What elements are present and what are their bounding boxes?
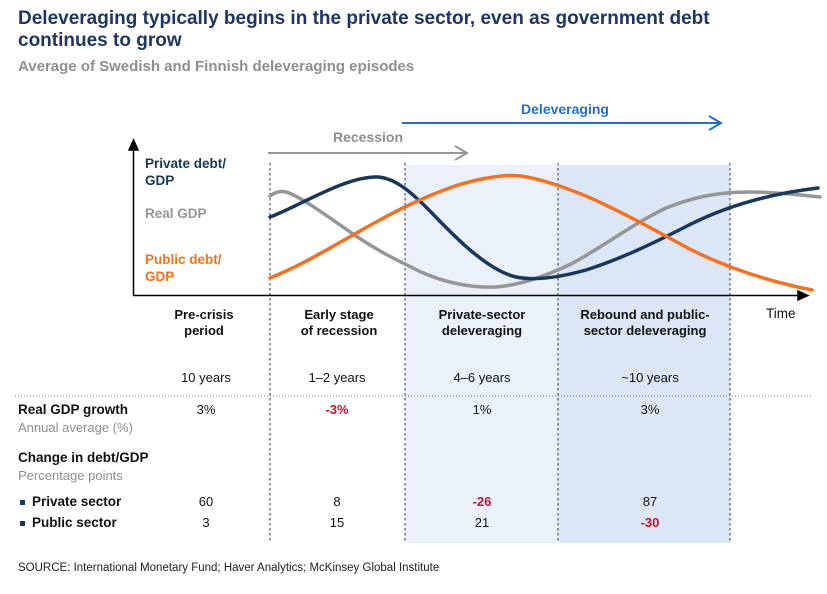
phase-label-rebound-deleveraging: Rebound and public- sector deleveraging [580, 307, 710, 338]
row-label-private-sector: Private sector [32, 494, 122, 509]
public-sector-bullet-icon [20, 521, 25, 526]
row-label-public-sector: Public sector [32, 515, 117, 530]
legend-private-debt-gdp: Private debt/ GDP [145, 156, 227, 188]
legend-public-debt-gdp: Public debt/ GDP [145, 252, 222, 284]
legend-real-gdp: Real GDP [145, 206, 207, 221]
gdp-growth-rebound: 3% [640, 402, 660, 417]
shade-private-deleveraging [405, 165, 558, 543]
source-line: SOURCE: International Monetary Fund; Hav… [18, 562, 440, 574]
time-axis-label: Time [766, 306, 796, 321]
row-label-real-gdp-growth: Real GDP growth [18, 402, 129, 417]
duration-rebound: ~10 years [621, 370, 679, 385]
duration-pre-crisis: 10 years [181, 370, 231, 385]
row-label-change-debt-gdp: Change in debt/GDP [18, 450, 149, 465]
page-subtitle: Average of Swedish and Finnish deleverag… [18, 58, 415, 75]
curve-private-debt [268, 175, 820, 281]
gdp-growth-pre-crisis: 3% [196, 402, 216, 417]
row-sublabel-annual-average: Annual average (%) [18, 420, 133, 435]
deleveraging-arrow-label: Deleveraging [521, 101, 609, 117]
deleveraging-arrow [402, 115, 723, 131]
public-change-rebound: -30 [640, 515, 660, 530]
shade-rebound-deleveraging [558, 165, 730, 543]
private-change-early-recession: 8 [333, 494, 341, 509]
recession-arrow [268, 145, 469, 161]
private-change-rebound: 87 [642, 494, 658, 509]
curve-real-gdp [268, 189, 822, 289]
axes [127, 138, 810, 302]
public-change-private-deleveraging: 21 [474, 515, 490, 530]
recession-arrow-label: Recession [332, 129, 404, 145]
page-title: Deleveraging typically begins in the pri… [18, 8, 710, 51]
phase-label-pre-crisis: Pre-crisis period [174, 307, 234, 338]
duration-early-recession: 1–2 years [308, 370, 366, 385]
private-change-pre-crisis: 60 [198, 494, 214, 509]
public-change-early-recession: 15 [329, 515, 345, 530]
phase-label-early-recession: Early stage of recession [300, 307, 378, 338]
private-change-private-deleveraging: -26 [472, 494, 492, 509]
gdp-growth-private-deleveraging: 1% [472, 402, 492, 417]
duration-private-deleveraging: 4–6 years [453, 370, 511, 385]
curve-public-debt [268, 173, 814, 292]
row-sublabel-percentage-points: Percentage points [18, 468, 123, 483]
public-change-pre-crisis: 3 [202, 515, 210, 530]
gdp-growth-early-recession: -3% [325, 402, 349, 417]
private-sector-bullet-icon [20, 500, 25, 505]
phase-label-private-deleveraging: Private-sector deleveraging [438, 307, 526, 338]
phase-dashed-lines [269, 163, 731, 543]
